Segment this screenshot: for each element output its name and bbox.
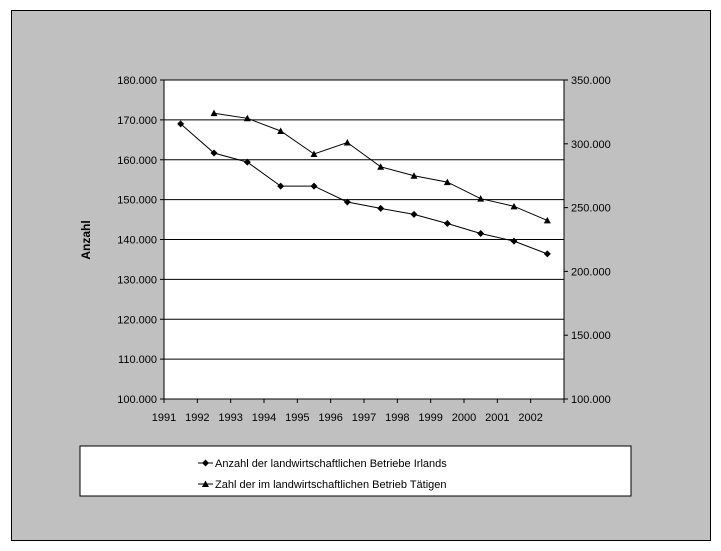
legend-label-farms: Anzahl der landwirtschaftlichen Betriebe… (215, 458, 447, 470)
legend-label-workers: Zahl der im landwirtschaftlichen Betrieb… (215, 479, 447, 491)
x-tick-label: 2002 (518, 412, 542, 424)
x-tick-label: 1992 (185, 412, 209, 424)
legend-box (79, 445, 632, 497)
right-tick-label: 200.000 (571, 266, 611, 278)
x-axis: 1991 1992 1993 1994 1995 1996 1997 1998 1999 2000… (152, 399, 565, 424)
left-tick-label: 160.000 (117, 155, 157, 167)
left-tick-label: 110.000 (118, 354, 157, 366)
x-tick-label: 1999 (418, 412, 442, 424)
legend-triangle-marker (202, 480, 209, 487)
right-tick-label: 250.000 (571, 203, 611, 215)
diamond-data-point (443, 220, 451, 228)
left-tick-label: 150.000 (117, 195, 157, 207)
triangle-data-point (277, 127, 285, 135)
diamond-data-point (343, 198, 351, 206)
left-y-axis: 100.000 110.000 120.000 130.000 140.000 150.0… (117, 75, 164, 406)
left-tick-label: 140.000 (117, 235, 157, 247)
series-line-1 (180, 123, 548, 255)
x-tick-label: 2000 (452, 412, 476, 424)
triangle-data-point (510, 202, 518, 210)
x-tick-label: 1991 (152, 412, 176, 424)
triangle-data-point (410, 172, 418, 179)
diamond-data-point (177, 120, 185, 128)
triangle-data-point (343, 139, 351, 146)
left-tick-label: 180.000 (117, 75, 157, 87)
left-tick-label: 170.000 (117, 115, 157, 127)
x-tick-label: 1993 (218, 412, 242, 424)
triangle-data-point (243, 114, 251, 122)
diamond-data-point (510, 237, 518, 245)
series-layer (177, 109, 551, 258)
diamond-data-point (477, 230, 485, 238)
legend-diamond-marker (202, 459, 209, 467)
legend-item-workers: Zahl der im landwirtschaftlichen Betrieb… (198, 479, 447, 491)
left-tick-label: 100.000 (117, 394, 157, 406)
triangle-data-point (310, 150, 318, 158)
triangle-data-point (443, 178, 451, 186)
x-tick-label: 1994 (252, 412, 276, 424)
triangle-data-point (543, 216, 551, 224)
legend: Anzahl der landwirtschaftlichen Betriebe… (79, 445, 632, 497)
right-tick-label: 350.000 (571, 75, 611, 87)
triangle-data-point (477, 195, 485, 202)
x-tick-label: 2001 (485, 412, 509, 424)
right-tick-label: 300.000 (571, 139, 611, 151)
triangle-data-point (377, 163, 385, 170)
diamond-data-point (243, 158, 251, 166)
diamond-data-point (410, 210, 418, 218)
right-y-axis: 100.000 150.000 200.000 250.000 300.000 350.0… (564, 75, 611, 406)
x-tick-label: 1998 (385, 412, 409, 424)
x-tick-label: 1995 (285, 412, 309, 424)
y-axis-label: Anzahl (79, 220, 93, 259)
legend-item-farms: Anzahl der landwirtschaftlichen Betriebe… (198, 458, 447, 470)
diamond-data-point (377, 204, 385, 212)
diamond-data-point (210, 149, 218, 157)
x-tick-label: 1997 (352, 412, 376, 424)
diamond-data-point (543, 250, 551, 258)
x-tick-label: 1996 (318, 412, 342, 424)
triangle-data-point (210, 109, 218, 117)
right-tick-label: 150.000 (571, 330, 611, 342)
left-tick-label: 130.000 (117, 274, 157, 286)
diamond-data-point (277, 182, 285, 190)
left-tick-label: 120.000 (117, 314, 157, 326)
gridlines (164, 119, 564, 360)
right-tick-label: 100.000 (571, 394, 611, 406)
diamond-data-point (310, 182, 318, 190)
